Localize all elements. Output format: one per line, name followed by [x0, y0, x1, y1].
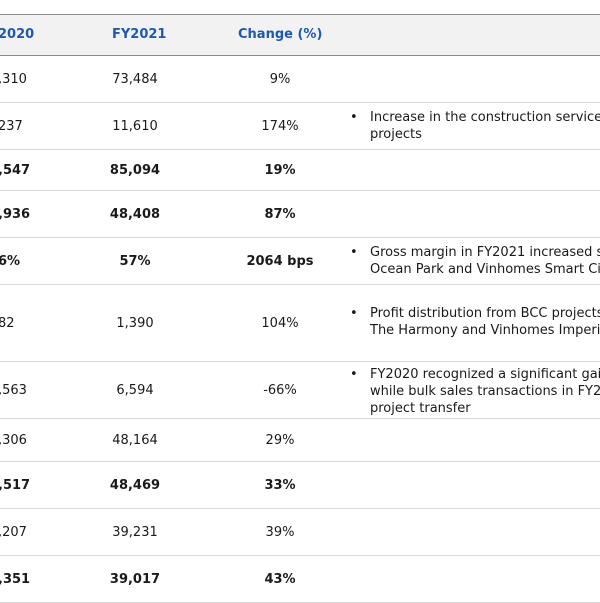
table-row: ,517 48,469 33%	[0, 462, 600, 509]
note-line: Ocean Park and Vinhomes Smart Ci	[370, 262, 600, 277]
cell-fy2021: 39,017	[109, 571, 161, 587]
note-line: while bulk sales transactions in FY20	[370, 384, 600, 399]
header-change: Change (%)	[238, 27, 323, 42]
cell-prev: ,936	[0, 206, 31, 222]
cell-prev: ,547	[0, 162, 31, 178]
cell-prev: 6%	[0, 253, 21, 269]
cell-change: 29%	[265, 432, 295, 448]
cell-prev: 82	[0, 315, 15, 331]
cell-fy2021: 48,469	[109, 477, 161, 493]
table-row: 237 11,610 174% • Increase in the constr…	[0, 103, 600, 150]
cell-note: • Increase in the construction services …	[350, 103, 600, 149]
table-row: ,306 48,164 29%	[0, 419, 600, 462]
cell-prev: ,207	[0, 524, 27, 540]
cell-change: 87%	[264, 206, 296, 222]
cell-fy2021: 85,094	[109, 162, 161, 178]
table-row: ,310 73,484 9%	[0, 56, 600, 103]
cell-fy2021: 39,231	[112, 524, 158, 540]
note-line: Gross margin in FY2021 increased si	[370, 245, 600, 260]
note-bullet-item: • Gross margin in FY2021 increased si Oc…	[350, 244, 600, 278]
note-line: Profit distribution from BCC projects	[370, 306, 600, 321]
cell-note: • Gross margin in FY2021 increased si Oc…	[350, 238, 600, 284]
bullet-icon: •	[350, 367, 358, 382]
cell-change: 39%	[265, 524, 295, 540]
cell-fy2021: 57%	[119, 253, 151, 269]
bullet-icon: •	[350, 245, 358, 260]
note-line: The Harmony and Vinhomes Imperi	[370, 323, 600, 338]
cell-fy2021: 1,390	[116, 315, 154, 331]
bullet-icon: •	[350, 306, 358, 321]
table-row: ,351 39,017 43%	[0, 556, 600, 603]
cell-fy2021: 6,594	[116, 382, 154, 398]
table-row: ,547 85,094 19%	[0, 150, 600, 191]
financial-table: 2020 FY2021 Change (%) ,310 73,484 9% 23…	[0, 14, 600, 603]
table-row: 82 1,390 104% • Profit distribution from…	[0, 285, 600, 362]
note-line: project transfer	[370, 401, 471, 416]
cell-fy2021: 11,610	[112, 118, 158, 134]
table-row: ,936 48,408 87%	[0, 191, 600, 238]
cell-fy2021: 73,484	[112, 71, 158, 87]
header-prev-year: 2020	[0, 27, 35, 42]
cell-prev: ,351	[0, 571, 31, 587]
cell-prev: ,517	[0, 477, 31, 493]
cell-change: 9%	[269, 71, 291, 87]
cell-prev: ,310	[0, 71, 27, 87]
cell-fy2021: 48,164	[112, 432, 158, 448]
table-row: ,563 6,594 -66% • FY2020 recognized a si…	[0, 362, 600, 419]
cell-prev: 237	[0, 118, 23, 134]
table-row: ,207 39,231 39%	[0, 509, 600, 556]
table-row: 6% 57% 2064 bps • Gross margin in FY2021…	[0, 238, 600, 285]
cell-prev: ,563	[0, 382, 27, 398]
bullet-icon: •	[350, 110, 358, 125]
note-bullet-item: • Profit distribution from BCC projects …	[350, 305, 600, 339]
cell-prev: ,306	[0, 432, 27, 448]
cell-change: -66%	[263, 382, 297, 398]
cell-change: 104%	[261, 315, 299, 331]
note-bullet-item: • FY2020 recognized a significant gai wh…	[350, 366, 600, 417]
note-line: Increase in the construction services	[370, 110, 600, 125]
cell-note: • Profit distribution from BCC projects …	[350, 285, 600, 361]
note-line: FY2020 recognized a significant gai	[370, 367, 600, 382]
note-bullet-item: • Increase in the construction services …	[350, 109, 600, 143]
cell-note: • FY2020 recognized a significant gai wh…	[350, 362, 600, 418]
table-header: 2020 FY2021 Change (%)	[0, 14, 600, 56]
header-fy2021: FY2021	[112, 27, 167, 42]
cell-change: 174%	[261, 118, 299, 134]
cell-change: 33%	[264, 477, 296, 493]
cell-change: 43%	[264, 571, 296, 587]
note-line: projects	[370, 127, 422, 142]
cell-fy2021: 48,408	[109, 206, 161, 222]
cell-change: 2064 bps	[246, 253, 314, 269]
cell-change: 19%	[264, 162, 296, 178]
